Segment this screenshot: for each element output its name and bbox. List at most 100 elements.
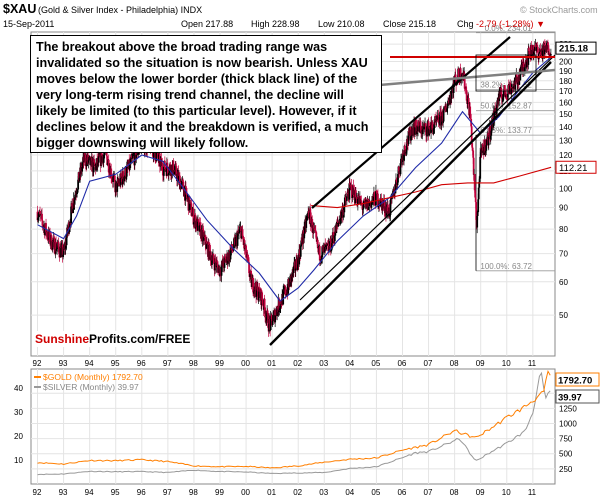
candle-body	[530, 55, 533, 57]
chart-date: 15-Sep-2011	[3, 19, 54, 29]
candle-body	[509, 83, 512, 86]
candle-body	[299, 245, 302, 257]
candle-body	[446, 108, 449, 112]
candle-body	[74, 194, 77, 200]
candle-body	[337, 222, 340, 224]
x-tick-label: 96	[137, 488, 146, 497]
candle-body	[261, 292, 264, 300]
candle-body	[166, 162, 169, 169]
candle-body	[474, 190, 477, 198]
candle-body	[505, 93, 508, 96]
candle-body	[442, 110, 445, 122]
candle-body	[490, 130, 493, 136]
candle-body	[265, 317, 268, 321]
candle-body	[515, 74, 518, 80]
candle-body	[226, 253, 229, 264]
candle-body	[71, 203, 74, 207]
x-tick-label: 00	[241, 359, 250, 368]
candle-body	[485, 138, 488, 146]
candle-body	[253, 289, 255, 294]
channel-upper-line	[311, 36, 511, 209]
y-tick-label: 200	[559, 58, 573, 67]
candle-body	[93, 162, 96, 166]
annotation-text: The breakout above the broad trading ran…	[36, 40, 369, 150]
candle-body	[471, 147, 474, 151]
candle-body	[222, 259, 225, 266]
candle-body	[130, 155, 133, 159]
chg-marker-icon: ▼	[536, 19, 545, 29]
candle-body	[406, 139, 409, 145]
candle-body	[303, 233, 306, 239]
candle-body	[181, 180, 183, 184]
candle-body	[522, 63, 525, 71]
x-tick-label: 02	[293, 359, 302, 368]
candle-body	[300, 243, 303, 246]
candle-body	[36, 211, 39, 221]
candle-body	[270, 315, 273, 320]
candle-body	[39, 211, 41, 214]
candle-body	[536, 44, 539, 48]
x-tick-label: 92	[33, 359, 42, 368]
x-tick-label: 93	[59, 359, 68, 368]
x-tick-label: 02	[293, 488, 302, 497]
candle-body	[489, 135, 492, 140]
logo: SunshineProfits.com/FREE	[35, 332, 190, 346]
range-box	[475, 54, 537, 92]
candle-body	[266, 310, 269, 318]
candle-body	[193, 218, 196, 223]
candle-body	[380, 197, 382, 199]
candle-body	[95, 163, 98, 171]
candle-body	[480, 147, 483, 150]
candle-body	[435, 119, 438, 121]
silver-line	[37, 371, 551, 476]
candle-body	[197, 219, 199, 231]
candle-body	[133, 148, 136, 166]
candle-body	[224, 256, 227, 259]
candle-body	[464, 88, 467, 90]
candle-body	[77, 179, 80, 190]
candle-body	[110, 178, 113, 179]
x-tick-label: 01	[267, 488, 276, 497]
candle-body	[119, 173, 122, 186]
x-tick-label: 08	[450, 359, 459, 368]
trading-range-lower	[379, 68, 556, 87]
candle-body	[76, 189, 79, 193]
price-tag-box	[555, 160, 597, 174]
candle-body	[201, 228, 204, 242]
x-tick-label: 07	[424, 359, 433, 368]
candle-body	[476, 212, 479, 216]
candle-body	[433, 119, 436, 129]
candle-body	[206, 241, 208, 244]
candle-body	[127, 167, 130, 168]
candle-body	[162, 175, 165, 177]
trend-channel	[269, 36, 556, 346]
candle-body	[256, 281, 259, 290]
candle-body	[199, 222, 201, 232]
candle-body	[232, 250, 234, 251]
candle-body	[123, 176, 126, 182]
candle-body	[442, 121, 445, 123]
candle-body	[504, 90, 507, 97]
candle-body	[208, 245, 211, 260]
low-label: Low	[318, 19, 335, 29]
candle-body	[523, 67, 526, 72]
candle-body	[306, 213, 309, 216]
last-value-label: 39.97	[558, 393, 582, 404]
candle-body	[49, 231, 51, 244]
candle-body	[92, 159, 95, 173]
candle-body	[166, 168, 169, 174]
candle-body	[532, 50, 535, 55]
candle-body	[478, 178, 481, 182]
candle-body	[162, 166, 165, 176]
candle-body	[459, 68, 462, 81]
lower-legend: $GOLD (Monthly) 1792.70 1792.70 $SILVER (M…	[34, 372, 600, 404]
candle-body	[322, 247, 325, 249]
candle-body	[40, 214, 42, 216]
candle-body	[90, 157, 93, 166]
candle-body	[178, 175, 181, 177]
candle-body	[309, 209, 312, 213]
candle-body	[84, 154, 87, 165]
open-label: Open	[181, 19, 203, 29]
candle-body	[427, 121, 430, 136]
candle-body	[190, 202, 192, 204]
